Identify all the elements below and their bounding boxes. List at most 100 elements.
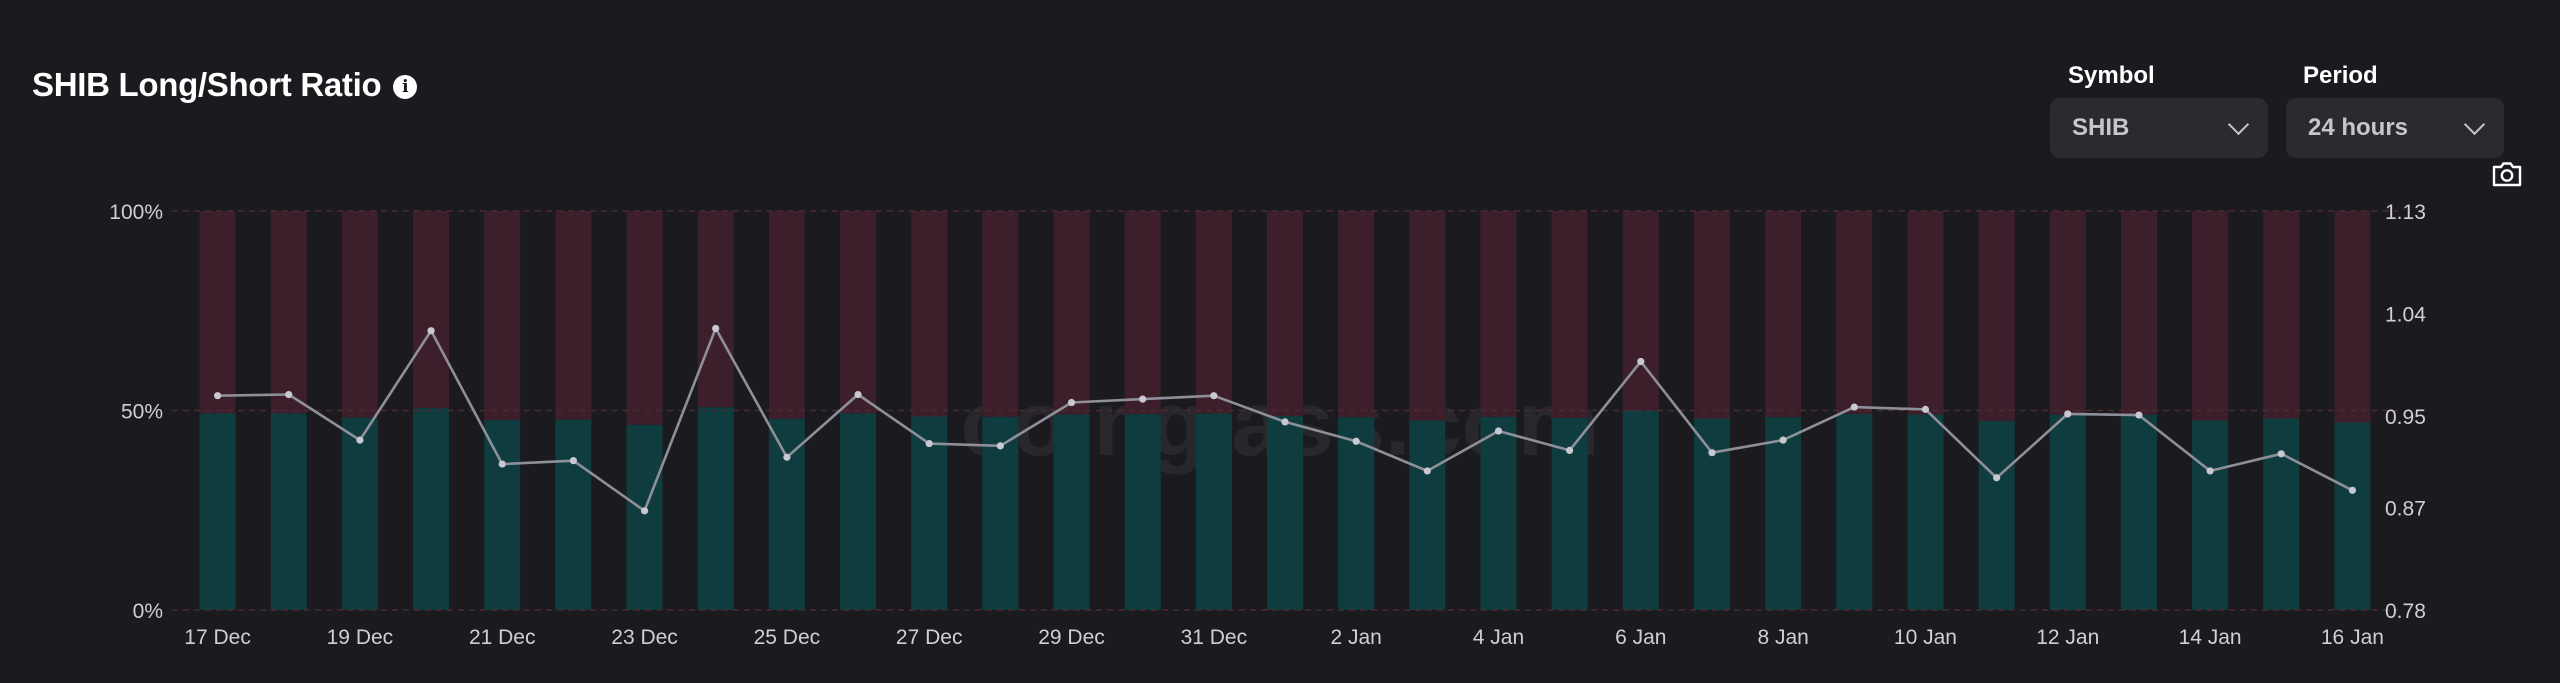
short-bar <box>1480 211 1517 417</box>
long-bar <box>1338 417 1375 610</box>
x-tick-label: 27 Dec <box>896 626 963 649</box>
ratio-point <box>569 457 577 465</box>
short-bar <box>1907 211 1944 415</box>
short-bar <box>840 211 877 414</box>
short-bar <box>199 211 236 414</box>
short-bar <box>2049 211 2086 415</box>
short-bar <box>1622 211 1659 411</box>
long-bar <box>840 413 877 610</box>
x-tick-label: 31 Dec <box>1181 626 1248 649</box>
long-bar <box>1765 417 1802 610</box>
ratio-point <box>712 324 720 333</box>
short-bar <box>1409 211 1446 421</box>
ratio-point <box>1993 474 2001 482</box>
x-tick-label: 21 Dec <box>469 626 536 649</box>
y-left-tick-label: 100% <box>109 201 163 224</box>
ratio-point <box>783 453 791 461</box>
period-label: Period <box>2303 62 2378 89</box>
long-bar <box>626 424 663 610</box>
x-tick-label: 29 Dec <box>1038 626 1105 649</box>
x-tick-label: 2 Jan <box>1330 626 1381 649</box>
ratio-point <box>1352 437 1360 445</box>
ratio-point <box>2277 450 2285 458</box>
ratio-point <box>1637 357 1645 366</box>
short-bar <box>2334 211 2371 423</box>
ratio-point <box>1139 395 1147 403</box>
title-row: SHIB Long/Short Ratio i <box>32 66 418 104</box>
ratio-point <box>1850 403 1858 411</box>
x-tick-label: 8 Jan <box>1757 626 1808 649</box>
ratio-point <box>1779 436 1787 444</box>
short-bar <box>1053 211 1090 415</box>
long-bar <box>2334 422 2371 610</box>
y-right-tick-label: 0.78 <box>2385 600 2426 623</box>
long-bar <box>1480 416 1517 610</box>
short-bar <box>413 211 450 409</box>
short-bar <box>1195 211 1232 414</box>
short-bar <box>341 211 378 418</box>
short-bar <box>484 211 521 421</box>
y-right-tick-label: 0.95 <box>2385 406 2426 429</box>
x-tick-label: 4 Jan <box>1473 626 1524 649</box>
ratio-point <box>2206 467 2214 475</box>
long-bar <box>199 413 236 610</box>
x-tick-label: 16 Jan <box>2321 626 2384 649</box>
symbol-select[interactable]: SHIB <box>2050 98 2268 158</box>
ratio-point <box>285 390 293 399</box>
symbol-value: SHIB <box>2072 114 2130 141</box>
period-select[interactable]: 24 hours <box>2286 98 2504 158</box>
ratio-point <box>427 327 435 335</box>
long-bar <box>1195 413 1232 610</box>
x-tick-label: 17 Dec <box>184 626 251 649</box>
ratio-point <box>925 439 933 448</box>
ratio-point <box>1708 449 1716 457</box>
short-bar <box>982 211 1019 417</box>
x-tick-label: 12 Jan <box>2036 626 2099 649</box>
x-tick-label: 25 Dec <box>754 626 821 649</box>
ratio-point <box>1281 418 1289 426</box>
long-bar <box>911 416 948 610</box>
symbol-label: Symbol <box>2068 62 2155 89</box>
long-bar <box>555 419 592 610</box>
long-bar <box>2192 420 2229 610</box>
long-bar <box>697 407 734 610</box>
ratio-point <box>1566 446 1574 454</box>
long-bar <box>1124 414 1161 610</box>
long-bar <box>768 418 805 610</box>
short-bar <box>270 211 307 414</box>
y-left-tick-label: 50% <box>121 401 163 424</box>
short-bar <box>626 211 663 425</box>
long-bar <box>413 408 450 610</box>
short-bar <box>768 211 805 419</box>
ratio-point <box>1921 405 1930 413</box>
ratio-point <box>1494 427 1503 435</box>
ratio-point <box>498 460 506 468</box>
ratio-point <box>1210 392 1218 400</box>
camera-icon[interactable] <box>2491 160 2523 188</box>
short-bar <box>1765 211 1802 418</box>
long-bar <box>484 420 521 610</box>
info-icon[interactable]: i <box>393 74 418 99</box>
short-bar <box>1693 211 1730 419</box>
short-bar <box>1978 211 2015 421</box>
long-bar <box>2263 418 2300 610</box>
ratio-point <box>356 436 364 444</box>
long-bar <box>270 413 307 610</box>
ratio-point <box>1423 467 1431 475</box>
short-bar <box>2120 211 2157 415</box>
long-bar <box>2120 414 2157 610</box>
short-bar <box>1267 211 1303 417</box>
x-tick-label: 14 Jan <box>2179 626 2242 649</box>
ratio-point <box>640 507 649 515</box>
long-bar <box>1267 416 1303 610</box>
ratio-point <box>996 442 1004 450</box>
long-bar <box>1409 420 1446 610</box>
period-value: 24 hours <box>2308 114 2409 141</box>
short-bar <box>1836 211 1873 415</box>
short-bar <box>2263 211 2300 419</box>
short-bar <box>697 211 734 408</box>
x-tick-label: 19 Dec <box>327 626 394 649</box>
ratio-point <box>213 392 222 400</box>
